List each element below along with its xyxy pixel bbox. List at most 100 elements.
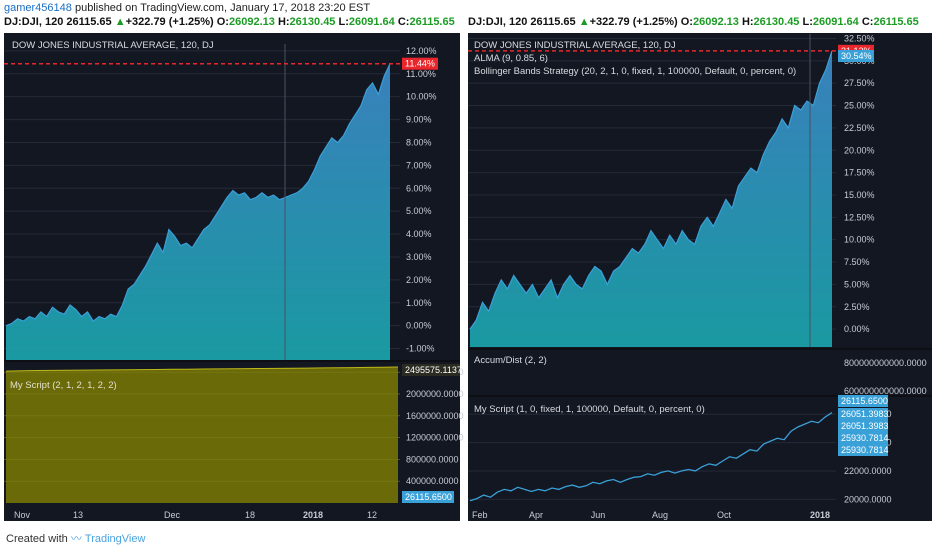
y-tick-label: 22.50% xyxy=(844,123,875,133)
low-label: L: xyxy=(802,16,813,28)
up-arrow-icon: ▲ xyxy=(578,16,590,28)
y-tick-label: 20.00% xyxy=(844,145,875,155)
chart-title: DOW JONES INDUSTRIAL AVERAGE, 120, DJ xyxy=(474,40,676,51)
published-text: published on TradingView.com, January 17… xyxy=(74,2,371,14)
y-tick-label: 32.50% xyxy=(844,33,875,43)
script-line xyxy=(5,366,399,372)
left-axis-bg xyxy=(400,33,460,521)
y-tick-label: 7.50% xyxy=(844,257,870,267)
x-tick-label: 2018 xyxy=(303,510,323,520)
y-tick-label: 17.50% xyxy=(844,168,875,178)
y-tick-label: 12.00% xyxy=(406,46,437,56)
script-value-label-bg xyxy=(838,420,888,432)
script-value-label-bg xyxy=(838,432,888,444)
symbol: DJ:DJI, 120 xyxy=(468,16,528,28)
x-tick-label: Aug xyxy=(652,510,668,520)
open-value: 26092.13 xyxy=(692,16,739,28)
up-arrow-icon: ▲ xyxy=(114,16,126,28)
tradingview-brand-link[interactable]: TradingView xyxy=(84,533,146,545)
x-tick-label: 12 xyxy=(367,510,377,520)
y-tick-label: 5.00% xyxy=(844,279,870,289)
y-tick-label: 800000.0000 xyxy=(406,454,459,464)
price-line xyxy=(469,50,833,330)
x-tick-label: Jun xyxy=(591,510,606,520)
y-tick-label: 1200000.0000 xyxy=(406,433,464,443)
x-tick-label: Apr xyxy=(529,510,543,520)
accum-dist-title: Accum/Dist (2, 2) xyxy=(474,355,547,366)
y-tick-label: 15.00% xyxy=(844,190,875,200)
script-value-label: 26051.3983 xyxy=(841,421,889,431)
y-tick-label: 27.50% xyxy=(844,78,875,88)
chart-title: DOW JONES INDUSTRIAL AVERAGE, 120, DJ xyxy=(12,40,214,51)
script-value-label: 25930.7814 xyxy=(841,445,889,455)
x-tick-label: Feb xyxy=(472,510,488,520)
last-price: 26115.65 xyxy=(66,16,112,28)
price-area xyxy=(6,63,390,360)
y-tick-label: 3.00% xyxy=(406,252,432,262)
y-tick-label: 2000000.0000 xyxy=(406,389,464,399)
open-label: O: xyxy=(216,16,229,28)
high-label: H: xyxy=(277,16,290,28)
y-tick-label: 8.00% xyxy=(406,137,432,147)
script-title: My Script (1, 0, fixed, 1, 100000, Defau… xyxy=(474,404,705,415)
quote-bar-left: DJ:DJI, 120 26115.65 ▲+322.79 (+1.25%) O… xyxy=(4,16,455,28)
script-bottom-label-bg xyxy=(402,491,454,503)
script-area xyxy=(6,367,398,503)
script-last-label: 2495575.1137 xyxy=(405,365,462,375)
last-price: 26115.65 xyxy=(530,16,576,28)
second-value-label: 30.54% xyxy=(841,51,872,61)
low-value: 26091.64 xyxy=(812,16,859,28)
y-tick-label: 600000000000.0000 xyxy=(844,386,927,396)
y-tick-label: 0.00% xyxy=(844,324,870,334)
y-tick-label: 2.50% xyxy=(844,302,870,312)
script-title: My Script (2, 1, 2, 1, 2, 2) xyxy=(10,380,117,391)
close-value: 26115.65 xyxy=(409,16,455,28)
close-value: 26115.65 xyxy=(873,16,919,28)
script-line xyxy=(469,412,833,502)
bollinger-label: Bollinger Bands Strategy (20, 2, 1, 0, f… xyxy=(474,66,796,77)
y-tick-label: 800000000000.0000 xyxy=(844,358,927,368)
y-tick-label: 4.00% xyxy=(406,229,432,239)
y-tick-label: 0.00% xyxy=(406,321,432,331)
high-value: 26130.45 xyxy=(753,16,800,28)
y-tick-label: 5.00% xyxy=(406,206,432,216)
price-line xyxy=(5,63,391,327)
y-tick-label: 11.00% xyxy=(406,69,436,79)
last-value-label-bg xyxy=(402,57,438,70)
price-area xyxy=(470,50,832,348)
y-tick-label: -1.00% xyxy=(406,344,435,354)
high-label: H: xyxy=(741,16,754,28)
script-value-label: 26115.6500 xyxy=(841,396,888,406)
symbol: DJ:DJI, 120 xyxy=(4,16,64,28)
y-tick-label: 12.50% xyxy=(844,212,875,222)
y-tick-label: 9.00% xyxy=(406,115,432,125)
y-tick-label: 10.00% xyxy=(844,235,875,245)
change: +322.79 (+1.25%) xyxy=(125,16,214,28)
script-value-label: 26051.3983 xyxy=(841,409,889,419)
x-tick-label: 13 xyxy=(73,510,83,520)
low-label: L: xyxy=(338,16,349,28)
high-value: 26130.45 xyxy=(289,16,336,28)
x-tick-label: 18 xyxy=(245,510,255,520)
script-bottom-label: 26115.6500 xyxy=(405,492,452,502)
open-value: 26092.13 xyxy=(228,16,275,28)
script-last-label-bg xyxy=(402,364,460,376)
y-tick-label: 10.00% xyxy=(406,92,437,102)
y-tick-label: 400000.0000 xyxy=(406,476,459,486)
x-tick-label: 2018 xyxy=(810,510,830,520)
script-value-label-bg xyxy=(838,408,888,420)
created-with-text: Created with xyxy=(6,533,68,545)
x-tick-label: Nov xyxy=(14,510,31,520)
low-value: 26091.64 xyxy=(348,16,395,28)
author-link[interactable]: gamer456148 xyxy=(4,2,72,14)
alma-label: ALMA (9, 0.85, 6) xyxy=(474,53,548,64)
second-value-label-bg xyxy=(838,49,874,62)
script-value-label-bg xyxy=(838,395,888,407)
y-tick-label: 25.00% xyxy=(844,101,875,111)
footer: Created with 〰 TradingView xyxy=(6,530,145,546)
script-value-label-bg xyxy=(838,444,888,456)
change: +322.79 (+1.25%) xyxy=(589,16,678,28)
script-value-label: 25930.7814 xyxy=(841,433,889,443)
y-tick-label: 20000.0000 xyxy=(844,494,892,504)
